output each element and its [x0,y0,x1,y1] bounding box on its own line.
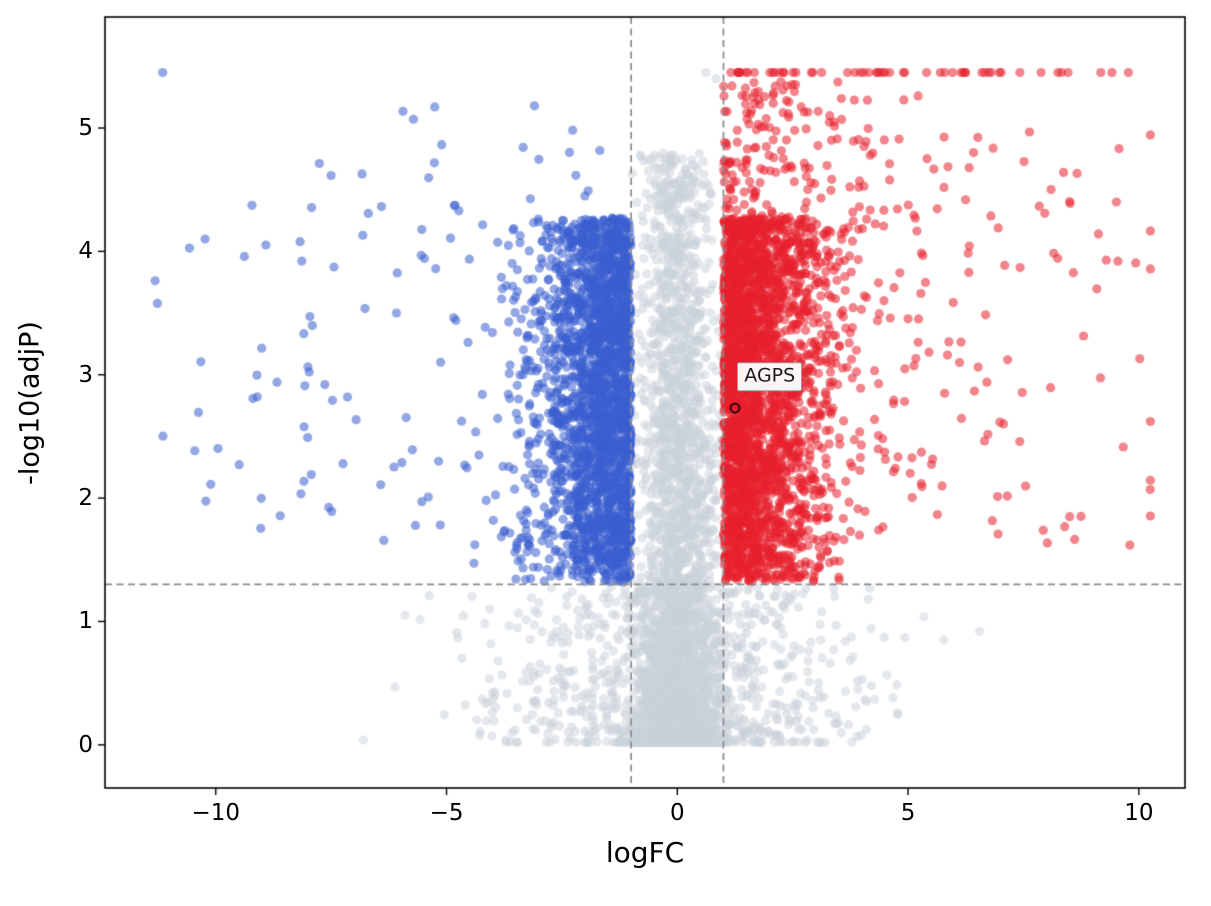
y-tick-label: 4 [78,238,93,265]
x-tick-label: 5 [900,800,916,826]
y-tick-label: 1 [78,608,93,635]
x-tick-label: 0 [669,800,685,826]
y-tick-label: 5 [78,115,93,142]
y-axis-title: -log10(adjP) [14,320,46,485]
annotation-agps-label: AGPS [737,362,803,391]
y-tick-label: 0 [78,731,93,758]
y-tick-label: 2 [78,485,93,512]
x-tick-label: 10 [1124,800,1154,826]
x-tick-label: −5 [429,800,464,826]
y-tick-label: 3 [78,361,93,388]
x-axis-title: logFC [605,836,685,869]
x-tick-label: −10 [191,800,241,826]
